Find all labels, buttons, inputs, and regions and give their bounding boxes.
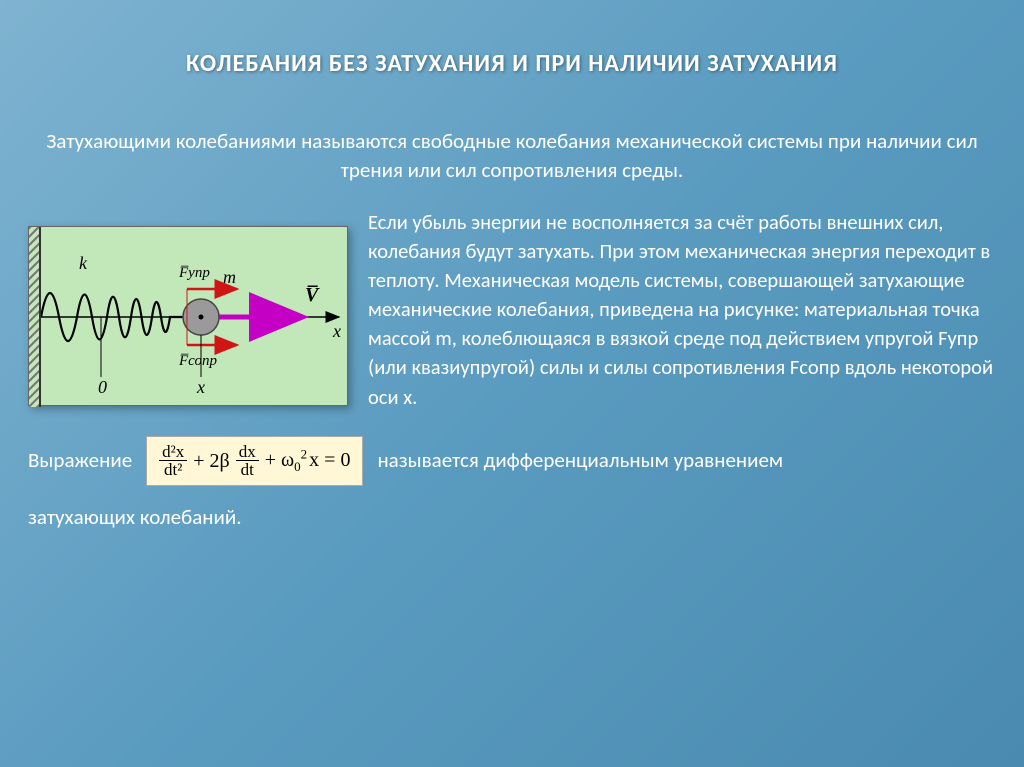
mass-label: m	[223, 267, 236, 287]
axis-x-label: x	[332, 321, 341, 341]
body-paragraph: Если убыль энергии не восполняется за сч…	[368, 208, 996, 412]
fcorp-label: F̅сопр	[178, 353, 217, 369]
origin-label: 0	[98, 377, 107, 397]
content-row: 0 k V̅ m F̅упр F̅сопр	[0, 184, 1024, 412]
slide-title: КОЛЕБАНИЯ БЕЗ ЗАТУХАНИЯ И ПРИ НАЛИЧИИ ЗА…	[0, 0, 1024, 79]
eq-suffix: называется дифференциальным уравнением	[377, 444, 783, 478]
eq-num2: dx	[236, 443, 259, 462]
intro-paragraph: Затухающими колебаниями называются свобо…	[0, 79, 1024, 184]
diagram-svg: 0 k V̅ m F̅упр F̅сопр	[41, 227, 349, 407]
eq-frac1: d²x dt²	[159, 443, 187, 480]
differential-equation: d²x dt² + 2β dx dt + ω02x = 0	[146, 436, 363, 487]
fupr-label: F̅упр	[178, 265, 210, 281]
velocity-label: V̅	[305, 284, 320, 306]
mass-center	[199, 314, 204, 319]
spring-mass-diagram: 0 k V̅ m F̅упр F̅сопр	[28, 226, 348, 406]
eq-num1: d²x	[159, 443, 187, 462]
closing-line: затухающих колебаний.	[0, 486, 1024, 530]
spring-label: k	[79, 253, 88, 273]
diagram-container: 0 k V̅ m F̅упр F̅сопр	[28, 226, 348, 406]
eq-plus1: + 2β	[193, 445, 229, 477]
eq-den1: dt²	[161, 461, 185, 479]
eq-den2: dt	[238, 461, 257, 479]
eq-prefix: Выражение	[28, 444, 132, 478]
eq-plus2: + ω02x = 0	[265, 444, 351, 478]
eq-frac2: dx dt	[236, 443, 259, 480]
position-label: x	[196, 377, 205, 397]
fixed-wall	[29, 227, 41, 407]
equation-row: Выражение d²x dt² + 2β dx dt + ω02x = 0 …	[0, 412, 1024, 487]
